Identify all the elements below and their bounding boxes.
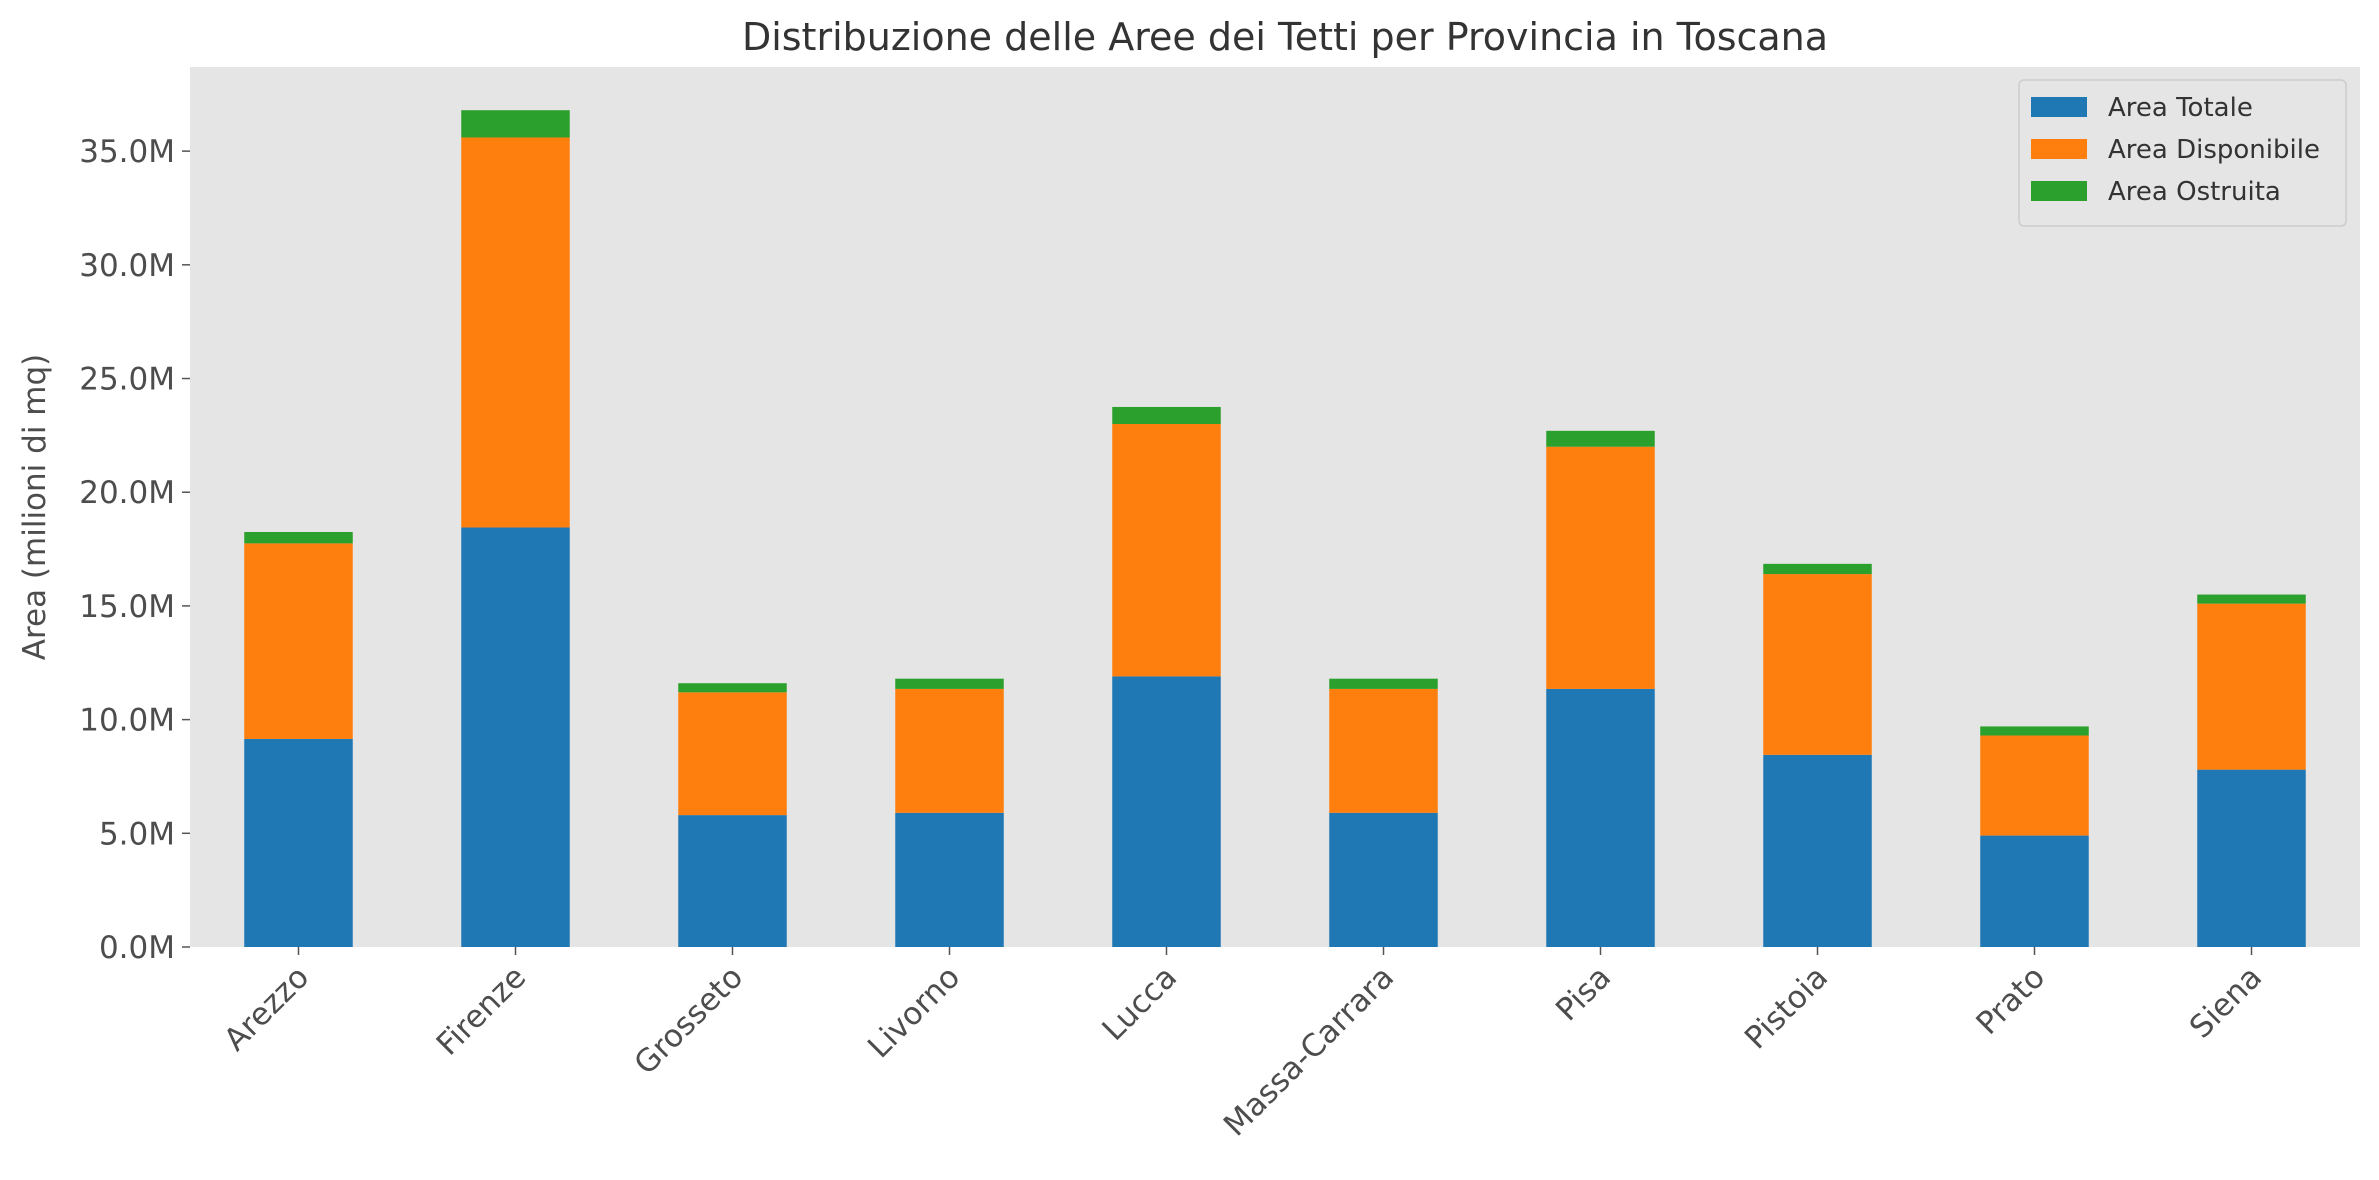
bar-massa-carrara-series-1 — [1329, 812, 1438, 947]
legend-label: Area Totale — [2108, 93, 2253, 123]
bar-prato-series-1 — [1980, 835, 2089, 947]
bar-pistoia-series-3 — [1763, 563, 1872, 575]
y-tick-label: 30.0M — [79, 248, 175, 284]
bar-lucca-series-2 — [1112, 424, 1221, 677]
y-tick-label: 35.0M — [79, 134, 175, 170]
x-tick-label: Lucca — [1095, 959, 1184, 1048]
bar-lucca-series-1 — [1112, 676, 1221, 947]
bar-arezzo-series-3 — [244, 532, 353, 544]
bars-group — [244, 110, 2306, 947]
bar-pistoia-series-2 — [1763, 574, 1872, 755]
bar-livorno-series-1 — [895, 812, 1004, 947]
x-tick-label: Prato — [1969, 959, 2052, 1042]
bar-pisa-series-1 — [1546, 688, 1655, 947]
y-axis: 0.0M 5.0M 10.0M 15.0M 20.0M 25.0M 30.0M 35.0M — [79, 134, 190, 966]
x-tick-label: Pistoia — [1738, 959, 1835, 1056]
y-tick-label: 25.0M — [79, 362, 175, 398]
y-axis-title: Area (milioni di mq) — [17, 354, 53, 661]
bar-firenze-series-3 — [461, 110, 570, 138]
bar-grosseto-series-1 — [678, 815, 787, 947]
bar-firenze-series-2 — [461, 137, 570, 528]
bar-pistoia-series-1 — [1763, 754, 1872, 947]
bar-livorno-series-2 — [895, 688, 1004, 813]
y-tick-label: 15.0M — [79, 589, 175, 625]
bar-grosseto-series-3 — [678, 683, 787, 693]
y-tick-label: 10.0M — [79, 703, 175, 739]
legend-swatch — [2031, 139, 2087, 159]
y-tick-label: 5.0M — [99, 816, 175, 852]
y-tick-label: 20.0M — [79, 475, 175, 511]
x-tick-label: Arezzo — [217, 959, 316, 1058]
x-tick-label: Firenze — [430, 959, 533, 1062]
x-tick-label: Siena — [2183, 959, 2269, 1045]
bar-siena-series-2 — [2197, 603, 2306, 770]
legend-frame — [2018, 79, 2347, 227]
legend-swatch — [2031, 181, 2087, 201]
x-tick-label: Massa-Carrara — [1217, 959, 1401, 1143]
bar-massa-carrara-series-3 — [1329, 678, 1438, 689]
bar-grosseto-series-2 — [678, 692, 787, 816]
bar-lucca-series-3 — [1112, 406, 1221, 425]
bar-massa-carrara-series-2 — [1329, 688, 1438, 813]
x-tick-label: Livorno — [861, 959, 967, 1065]
y-tick-label: 0.0M — [99, 930, 175, 966]
x-axis: Arezzo Firenze Grosseto Livorno Lucca Massa-C… — [217, 947, 2269, 1143]
chart-title: Distribuzione delle Aree dei Tetti per P… — [742, 15, 1828, 59]
legend-label: Area Ostruita — [2108, 177, 2281, 207]
bar-livorno-series-3 — [895, 678, 1004, 689]
x-tick-label: Grosseto — [627, 959, 750, 1082]
bar-pisa-series-2 — [1546, 446, 1655, 689]
legend: Area Totale Area Disponibile Area Ostruita — [2018, 79, 2347, 227]
bar-pisa-series-3 — [1546, 430, 1655, 447]
bar-siena-series-3 — [2197, 594, 2306, 604]
x-tick-label: Pisa — [1549, 959, 1618, 1028]
bar-firenze-series-1 — [461, 527, 570, 947]
bar-prato-series-2 — [1980, 735, 2089, 836]
bar-arezzo-series-2 — [244, 543, 353, 739]
bar-arezzo-series-1 — [244, 738, 353, 947]
legend-swatch — [2031, 97, 2087, 117]
bar-prato-series-3 — [1980, 726, 2089, 736]
legend-label: Area Disponibile — [2108, 135, 2320, 165]
bar-siena-series-1 — [2197, 769, 2306, 947]
